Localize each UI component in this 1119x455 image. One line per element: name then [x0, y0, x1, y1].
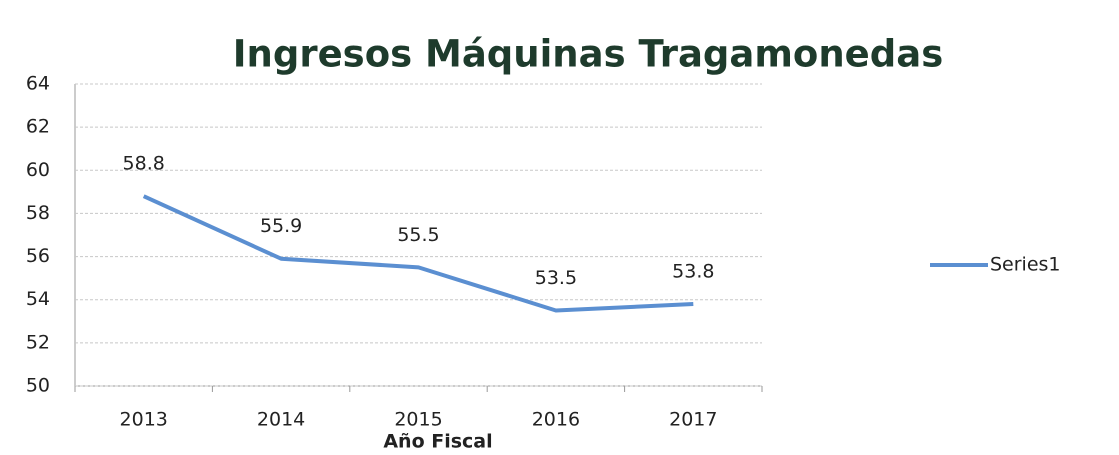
y-tick-label: 56: [26, 245, 50, 267]
data-label: 55.9: [260, 215, 302, 237]
legend-label: Series1: [990, 254, 1061, 276]
data-label: 53.8: [672, 261, 714, 283]
y-tick-label: 52: [26, 331, 50, 353]
x-tick-label: 2014: [257, 409, 305, 431]
x-tick-label: 2016: [532, 409, 580, 431]
y-tick-label: 54: [26, 288, 50, 310]
y-tick-label: 58: [26, 202, 50, 224]
y-tick-label: 64: [26, 73, 50, 95]
y-tick-label: 60: [26, 159, 50, 181]
x-tick-label: 2013: [120, 409, 168, 431]
chart-title: Ingresos Máquinas Tragamonedas: [233, 33, 944, 76]
y-tick-label: 62: [26, 116, 50, 138]
x-axis-label: Año Fiscal: [383, 431, 492, 453]
series-line: [142, 194, 694, 313]
y-tick-label: 50: [26, 375, 50, 397]
data-label: 58.8: [123, 153, 165, 175]
x-tick-label: 2017: [669, 409, 717, 431]
data-label: 53.5: [535, 267, 577, 289]
x-tick-label: 2015: [394, 409, 442, 431]
data-label: 55.5: [397, 224, 439, 246]
